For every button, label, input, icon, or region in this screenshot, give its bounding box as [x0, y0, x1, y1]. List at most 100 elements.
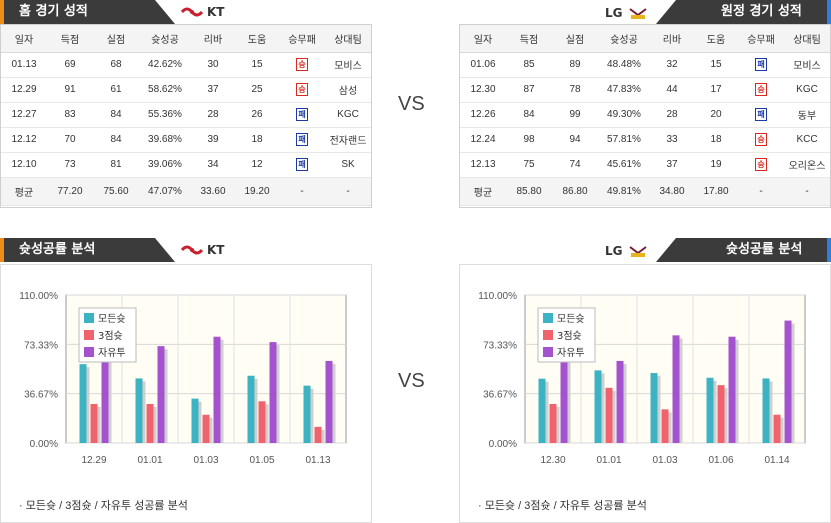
opp-cell: 78 — [552, 77, 598, 103]
result-cell: 패 — [279, 152, 325, 178]
column-header: 실점 — [552, 25, 598, 53]
bar-모든슛 — [706, 377, 714, 443]
pts-cell: 73 — [47, 152, 93, 178]
table-header-row: 일자 득점 실점 슛성공 리바 도움 승무패 상대팀 — [460, 25, 830, 53]
bar-3점슛 — [773, 414, 781, 443]
vs-label-bottom: VS — [398, 370, 425, 392]
column-header: 도움 — [694, 25, 738, 53]
lg-logo-icon — [628, 246, 647, 257]
away-chart-box: 110.00% 73.33% 36.67% 0.00% 12.30 01.01 01.03 0… — [459, 264, 831, 523]
home-shooting-chart: 110.00% 73.33% 36.67% 0.00% 12.29 01.01 01.03 0… — [19, 291, 347, 466]
pts-cell: 75 — [506, 152, 552, 178]
loss-badge: 패 — [296, 158, 308, 171]
bar-자유투 — [325, 360, 333, 443]
legend-label: 3점슛 — [557, 330, 582, 342]
average-row: 평균 85.80 86.80 49.81% 34.80 17.80- - — [460, 177, 830, 206]
average-fg-cell: 47.07% — [139, 177, 191, 206]
away-analysis-title: 슛성공률 분석 — [726, 242, 803, 257]
bar-3점슛 — [202, 414, 210, 443]
win-badge: 승 — [755, 83, 767, 96]
home-analysis-title: 슛성공률 분석 — [19, 242, 96, 257]
team-cell: 모비스 — [784, 52, 830, 78]
y-tick-label: 110.00% — [19, 291, 58, 302]
x-tick-label: 01.14 — [764, 455, 789, 466]
x-tick-label: 12.30 — [540, 455, 565, 466]
bar-3점슛 — [258, 401, 266, 443]
ast-cell: 25 — [235, 77, 279, 103]
win-badge: 승 — [755, 158, 767, 171]
average-row: 평균 77.20 75.60 47.07% 33.60 19.20- - — [1, 177, 371, 206]
average-pts-cell: 77.20 — [47, 177, 93, 206]
bar-자유투 — [269, 342, 277, 443]
legend-label: 자유투 — [557, 347, 585, 359]
table-row: 12.27 83 84 55.36% 28 26 패 KGC — [1, 102, 371, 128]
y-tick-label: 0.00% — [30, 439, 58, 450]
bar-3점슛 — [90, 403, 98, 443]
legend-label: 모든슛 — [557, 313, 585, 325]
bar-모든슛 — [650, 373, 658, 443]
ast-cell: 15 — [694, 52, 738, 78]
home-record-title: 홈 경기 성적 — [19, 4, 88, 19]
result-cell: 패 — [279, 102, 325, 128]
bar-모든슛 — [135, 378, 143, 443]
reb-cell: 28 — [650, 102, 694, 128]
away-record-header: 원정 경기 성적 — [656, 0, 831, 24]
bar-3점슛 — [717, 385, 725, 443]
y-tick-label: 0.00% — [489, 439, 517, 450]
x-tick-label: 01.05 — [249, 455, 274, 466]
bar-모든슛 — [762, 378, 770, 443]
column-header: 리바 — [650, 25, 694, 53]
away-analysis-team-name: LG — [605, 244, 623, 258]
column-header: 도움 — [235, 25, 279, 53]
average-ast-cell: 19.20 — [235, 177, 279, 206]
pts-cell: 91 — [47, 77, 93, 103]
reb-cell: 34 — [191, 152, 235, 178]
pts-cell: 84 — [506, 102, 552, 128]
loss-badge: 패 — [755, 108, 767, 121]
pts-cell: 69 — [47, 52, 93, 78]
pts-cell: 85 — [506, 52, 552, 78]
bar-자유투 — [101, 350, 109, 443]
average-result-cell: - — [279, 177, 325, 206]
result-cell: 승 — [738, 152, 784, 178]
x-tick-label: 01.06 — [708, 455, 733, 466]
home-team-label: KT — [181, 5, 224, 19]
reb-cell: 39 — [191, 127, 235, 153]
table-row: 12.10 73 81 39.06% 34 12 패 SK — [1, 152, 371, 178]
away-analysis-team-label: LG — [605, 243, 649, 259]
x-tick-label: 01.01 — [137, 455, 162, 466]
pts-cell: 87 — [506, 77, 552, 103]
column-header: 리바 — [191, 25, 235, 53]
date-cell: 01.06 — [460, 52, 506, 78]
loss-badge: 패 — [296, 108, 308, 121]
reb-cell: 33 — [650, 127, 694, 153]
ast-cell: 20 — [694, 102, 738, 128]
table-row: 01.13 69 68 42.62% 30 15 승 모비스 — [1, 52, 371, 78]
x-tick-label: 01.01 — [596, 455, 621, 466]
home-chart-box: 110.00% 73.33% 36.67% 0.00% 12.29 01.01 01.03 0… — [0, 264, 372, 523]
column-header: 득점 — [47, 25, 93, 53]
fg-cell: 55.36% — [139, 102, 191, 128]
home-team-name: KT — [207, 5, 225, 19]
fg-cell: 39.06% — [139, 152, 191, 178]
legend-label: 3점슛 — [98, 330, 123, 342]
bar-자유투 — [672, 335, 680, 443]
opp-cell: 84 — [93, 127, 139, 153]
column-header: 승무패 — [738, 25, 784, 53]
away-record-table-box: 일자 득점 실점 슛성공 리바 도움 승무패 상대팀 01.06 85 89 48.48% 32 15 패 모… — [459, 24, 831, 208]
date-cell: 12.12 — [1, 127, 47, 153]
header-stripe — [0, 238, 4, 262]
home-analysis-header: 슛성공률 분석 — [0, 238, 175, 262]
pts-cell: 70 — [47, 127, 93, 153]
average-label-cell: 평균 — [1, 177, 47, 206]
average-reb-cell: 34.80 — [650, 177, 694, 206]
average-fg-cell: 49.81% — [598, 177, 650, 206]
table-row: 12.26 84 99 49.30% 28 20 패 동부 — [460, 102, 830, 128]
table-row: 01.06 85 89 48.48% 32 15 패 모비스 — [460, 52, 830, 78]
team-cell: 동부 — [784, 102, 830, 128]
team-cell: 모비스 — [325, 52, 371, 78]
result-cell: 승 — [738, 77, 784, 103]
average-team-cell: - — [784, 177, 830, 206]
result-cell: 승 — [738, 127, 784, 153]
away-record-table: 일자 득점 실점 슛성공 리바 도움 승무패 상대팀 01.06 85 89 48.48% 32 15 패 모… — [460, 25, 830, 206]
